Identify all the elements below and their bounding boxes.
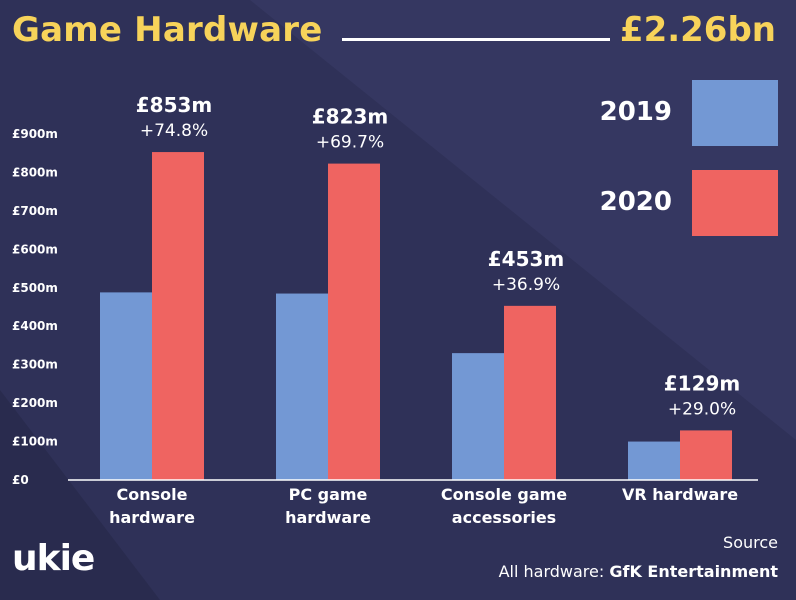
- y-tick-label: £100m: [12, 435, 58, 449]
- source-label: Source: [723, 533, 778, 552]
- bar-2019-1: [276, 293, 328, 480]
- chart-title: Game Hardware: [12, 10, 323, 50]
- value-label: £129m: [664, 371, 741, 395]
- change-label: +29.0%: [668, 399, 736, 419]
- value-label: £853m: [136, 93, 213, 117]
- y-tick-label: £500m: [12, 281, 58, 295]
- bar-2020-1: [328, 163, 380, 480]
- category-label: PC game: [289, 485, 368, 504]
- bar-2019-0: [100, 292, 152, 480]
- ukie-logo: ukie: [12, 538, 95, 579]
- y-tick-label: £200m: [12, 396, 58, 410]
- y-tick-label: £300m: [12, 358, 58, 372]
- bar-2020-3: [680, 430, 732, 480]
- category-label: Console game: [441, 485, 567, 504]
- bar-2020-0: [152, 152, 204, 480]
- bar-2019-2: [452, 353, 504, 480]
- title-divider: [342, 38, 610, 41]
- legend-swatch-2019: [692, 80, 778, 146]
- legend-swatch-2020: [692, 170, 778, 236]
- y-tick-label: £900m: [12, 127, 58, 141]
- legend-label-2019: 2019: [600, 97, 672, 127]
- bar-2020-2: [504, 305, 556, 480]
- bar-2019-3: [628, 441, 680, 480]
- value-label: £823m: [312, 105, 389, 129]
- category-label: hardware: [285, 508, 371, 527]
- category-label: accessories: [452, 508, 556, 527]
- source-prefix: All hardware:: [498, 562, 605, 581]
- y-tick-label: £400m: [12, 319, 58, 333]
- source-attribution: All hardware: GfK Entertainment: [499, 562, 778, 581]
- total-value: £2.26bn: [619, 10, 776, 50]
- source-org: GfK Entertainment: [609, 562, 778, 581]
- category-label: hardware: [109, 508, 195, 527]
- y-tick-label: £0: [12, 473, 29, 487]
- y-tick-label: £800m: [12, 165, 58, 179]
- category-label: Console: [117, 485, 188, 504]
- value-label: £453m: [488, 247, 565, 271]
- change-label: +69.7%: [316, 133, 384, 153]
- y-tick-label: £700m: [12, 204, 58, 218]
- category-label: VR hardware: [622, 485, 738, 504]
- legend-label-2020: 2020: [600, 187, 672, 217]
- y-tick-label: £600m: [12, 242, 58, 256]
- change-label: +74.8%: [140, 121, 208, 141]
- change-label: +36.9%: [492, 275, 560, 295]
